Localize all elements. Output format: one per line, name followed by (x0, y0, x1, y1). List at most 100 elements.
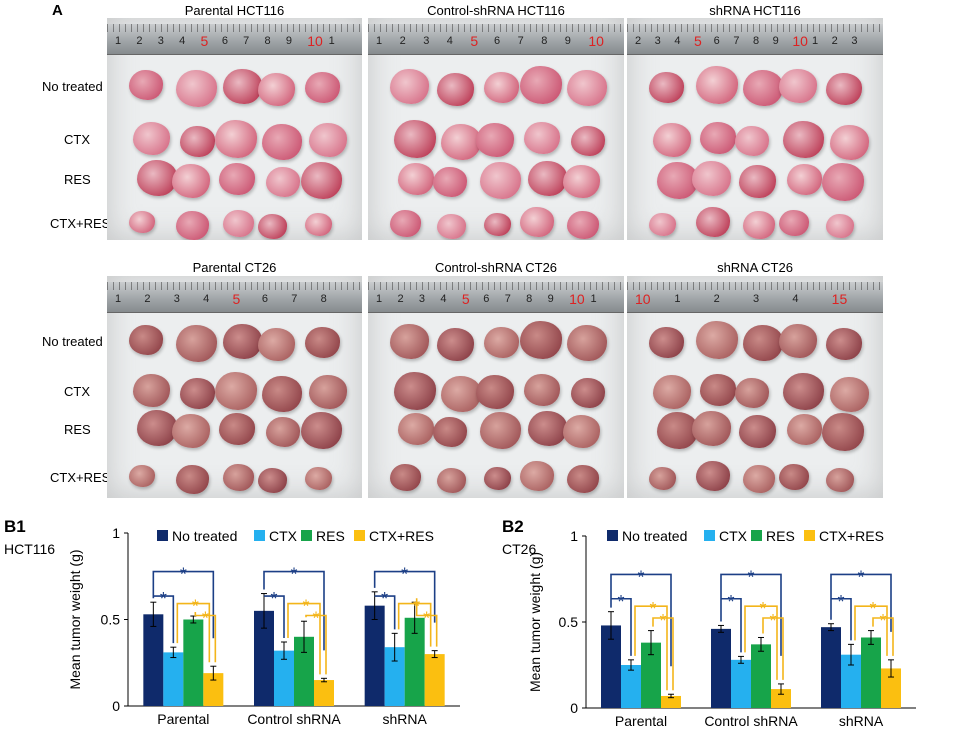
bar (621, 665, 641, 708)
significance-bracket (762, 617, 784, 680)
row-label: CTX+RES (50, 470, 111, 485)
significance-bracket (872, 617, 894, 656)
significance-star: * (160, 589, 167, 609)
significance-bracket (263, 570, 325, 651)
ruler: 2 3 4 5 6 7 8 9 10 1 2 3 (627, 24, 883, 55)
tumor-photo: 1 2 3 4 5 6 7 8 9 10 1 (107, 18, 362, 240)
tumor (305, 466, 332, 490)
significance-star: * (857, 567, 864, 587)
ruler-number: 3 (423, 35, 430, 47)
tumor-photo: 2 3 4 5 6 7 8 9 10 1 2 3 (627, 18, 883, 240)
x-tick-label: Control shRNA (704, 713, 798, 729)
tumor (739, 414, 777, 448)
significance-star: * (837, 592, 844, 612)
significance-bracket (287, 602, 321, 675)
tumor (258, 327, 295, 361)
significance-star: * (192, 597, 199, 617)
tumor (258, 467, 287, 493)
significance-star: * (302, 597, 309, 617)
tumor (700, 374, 737, 406)
x-tick-label: Parental (157, 711, 209, 727)
tumor (305, 326, 340, 358)
tumor (653, 375, 691, 409)
photo-title: Control-shRNA HCT116 (427, 3, 565, 18)
tumor (437, 213, 467, 239)
significance-bracket (652, 617, 674, 691)
tumor (215, 372, 257, 410)
tumor (266, 167, 300, 197)
tumor (778, 324, 817, 358)
row-label: No treated (42, 79, 103, 94)
significance-bracket (830, 573, 892, 632)
legend-label: CTX (269, 528, 298, 544)
tumor (825, 468, 854, 492)
tumor-photo: 10 1 2 3 4 15 (627, 276, 883, 498)
significance-star: * (649, 599, 656, 619)
tumor (258, 213, 287, 239)
tumor (735, 378, 770, 408)
significance-star: * (180, 565, 187, 585)
tumor (215, 120, 257, 158)
significance-bracket (415, 598, 438, 647)
chart-b1: B1 HCT116 Mean tumor weight (g) 0 0.5 1 No tre… (4, 517, 460, 727)
tumor (176, 464, 209, 494)
tumor (692, 410, 732, 446)
chart-subtitle: CT26 (502, 541, 536, 557)
ruler-number: 9 (547, 293, 554, 305)
tumor (176, 324, 217, 362)
legend-label: No treated (172, 528, 237, 544)
tumor (786, 413, 822, 445)
tumor (133, 373, 170, 407)
ruler-number: 10 (792, 33, 808, 49)
bar (254, 610, 274, 706)
tumor (519, 66, 562, 104)
significance-bracket (264, 595, 285, 638)
significance-star: * (869, 599, 876, 619)
tumor (484, 326, 520, 358)
significance-bracket (305, 614, 327, 675)
legend-label: CTX+RES (819, 528, 884, 544)
y-tick-label: 0 (570, 700, 578, 716)
ruler-number: 5 (232, 291, 241, 307)
tumor (480, 411, 522, 449)
bar (314, 680, 334, 706)
tumor (180, 125, 215, 157)
ruler-number: 15 (831, 291, 848, 307)
y-tick-label: 0 (112, 698, 120, 714)
tumor (562, 414, 600, 448)
tumor (743, 70, 784, 106)
significance-bracket (854, 605, 888, 656)
ruler-number: 8 (541, 35, 548, 47)
ruler-number: 3 (753, 293, 760, 305)
significance-star: * (290, 565, 297, 585)
ruler-number: 7 (517, 35, 524, 47)
ruler: 1 2 3 4 5 6 7 8 9 10 1 (107, 24, 362, 55)
photo-title: shRNA HCT116 (709, 3, 801, 18)
tumor-photo: 1 2 3 4 5 6 7 8 (107, 276, 362, 498)
ruler-number: 1 (328, 35, 335, 47)
tumor (480, 161, 522, 199)
ruler-number: 6 (221, 35, 228, 47)
ruler-number: 5 (694, 33, 702, 49)
significance-bracket (373, 570, 436, 623)
ruler: 1 2 3 4 5 6 7 8 9 10 (368, 24, 624, 55)
tumor (653, 123, 691, 157)
row-label: CTX (64, 132, 90, 147)
tumor (821, 163, 864, 201)
tumor (433, 417, 468, 447)
significance-bracket (720, 573, 782, 656)
significance-star: * (659, 611, 666, 631)
row-label: RES (64, 422, 91, 437)
photo-title: Control-shRNA CT26 (434, 260, 558, 275)
legend-label: CTX+RES (369, 528, 434, 544)
bar (841, 654, 861, 708)
legend-swatch (704, 530, 715, 541)
tumor (390, 323, 429, 359)
x-tick-label: Control shRNA (247, 711, 341, 727)
tumor (696, 461, 731, 491)
tumor (778, 210, 809, 236)
tumor (570, 126, 605, 156)
legend-label: RES (766, 528, 795, 544)
tumor (825, 328, 862, 360)
ruler-number: 1 (674, 293, 681, 305)
